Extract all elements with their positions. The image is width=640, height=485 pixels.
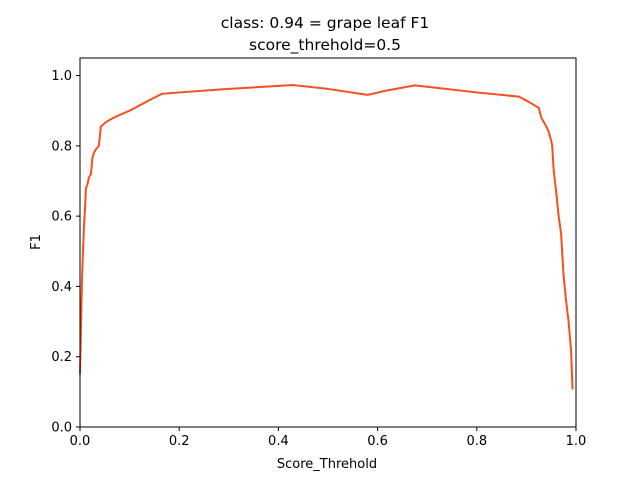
chart-subtitle: score_threhold=0.5 — [249, 36, 401, 55]
x-tick-label: 0.2 — [169, 434, 190, 449]
plot-area: 0.0 0.2 0.4 0.6 0.8 1.0 0.0 0.2 0.4 0.6 0.8 1.0 — [51, 57, 587, 449]
axes-frame — [79, 57, 577, 428]
x-tick-label: 0.6 — [367, 434, 388, 449]
x-tick-label: 0.4 — [268, 434, 289, 449]
y-tick-label: 0.0 — [51, 421, 72, 436]
y-axis-label: F1 — [29, 234, 44, 250]
y-tick-label: 0.8 — [51, 139, 72, 154]
x-tick-label: 0.0 — [70, 434, 91, 449]
y-tick-label: 1.0 — [51, 69, 72, 84]
y-tick-label: 0.2 — [51, 350, 72, 365]
x-tick-label: 1.0 — [566, 434, 587, 449]
y-tick-label: 0.6 — [51, 210, 72, 225]
series-line-0 — [79, 84, 574, 390]
y-tick-label: 0.4 — [51, 280, 72, 295]
chart-title: class: 0.94 = grape leaf F1 — [221, 14, 430, 32]
x-tick-label: 0.8 — [466, 434, 487, 449]
x-axis-label: Score_Threhold — [277, 457, 377, 472]
